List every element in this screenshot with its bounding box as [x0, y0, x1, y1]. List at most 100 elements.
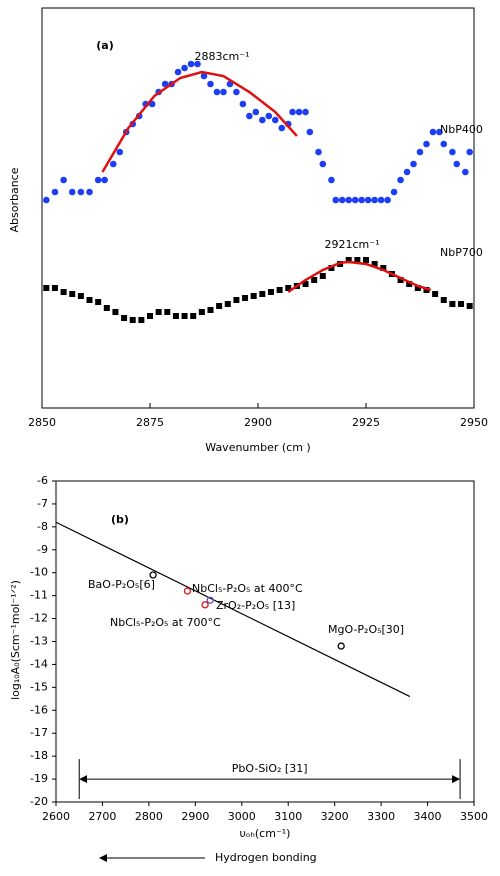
series-label: NbCl₅-P₂O₅ at 400°C	[192, 582, 303, 595]
point	[207, 307, 214, 313]
point	[103, 305, 110, 311]
point	[440, 297, 447, 303]
x-tick-label: 2950	[460, 416, 488, 429]
y-axis-label: Absorbance	[8, 167, 21, 232]
point	[466, 148, 473, 156]
point	[271, 116, 279, 124]
point	[77, 188, 85, 196]
point	[328, 176, 335, 184]
point	[337, 642, 345, 650]
point	[246, 112, 253, 120]
chart-title: (a)	[96, 39, 113, 52]
series-label: NbP400	[440, 123, 483, 136]
point	[328, 265, 335, 271]
y-tick-label: -8	[37, 520, 48, 533]
x-tick-label: 3200	[321, 810, 349, 823]
point	[224, 301, 231, 307]
series-label: NbCl₅-P₂O₅ at 700°C	[110, 616, 221, 629]
point	[164, 309, 171, 315]
point	[138, 317, 145, 323]
point	[183, 587, 192, 595]
point	[423, 287, 430, 293]
x-tick-label: 3500	[460, 810, 488, 823]
point	[397, 176, 404, 184]
x-tick-label: 2700	[88, 810, 116, 823]
point	[190, 313, 197, 319]
y-tick-label: -12	[30, 612, 48, 625]
point	[252, 108, 260, 116]
point	[121, 315, 128, 321]
series-label: NbP700	[440, 246, 483, 259]
point	[414, 285, 421, 291]
x-tick-label: 3300	[367, 810, 395, 823]
point	[43, 196, 50, 204]
point	[60, 289, 67, 295]
point	[285, 285, 292, 291]
point	[364, 196, 372, 204]
point	[51, 285, 58, 291]
point	[351, 196, 359, 204]
point	[345, 196, 353, 204]
point	[43, 285, 50, 291]
y-tick-label: -16	[30, 703, 48, 716]
x-tick-label: 2925	[352, 416, 380, 429]
point	[466, 303, 473, 309]
point	[289, 108, 296, 116]
point	[250, 293, 257, 299]
point	[149, 571, 157, 579]
y-tick-label: -18	[30, 749, 48, 762]
x-tick-label: 3100	[274, 810, 302, 823]
point	[198, 309, 205, 315]
x-tick-label: 3000	[228, 810, 256, 823]
point	[213, 88, 221, 96]
point	[77, 293, 84, 299]
chart-title: (b)	[111, 513, 129, 526]
point	[332, 196, 340, 204]
point	[94, 176, 102, 184]
point	[51, 188, 59, 196]
x-tick-label: 2900	[244, 416, 272, 429]
y-tick-label: -15	[30, 680, 48, 693]
point	[161, 80, 169, 88]
point	[302, 108, 309, 116]
point	[403, 168, 411, 176]
x-tick-label: 2800	[135, 810, 163, 823]
point	[220, 88, 227, 96]
point	[233, 297, 240, 303]
y-tick-label: -13	[30, 635, 48, 648]
y-tick-label: -6	[37, 474, 48, 487]
point	[371, 196, 378, 204]
point	[429, 128, 437, 136]
point	[242, 295, 249, 301]
point	[345, 257, 352, 263]
x-tick-label: 3400	[414, 810, 442, 823]
point	[397, 277, 404, 283]
footnote: Hydrogen bonding	[215, 851, 317, 864]
fit-line	[55, 521, 411, 698]
point	[216, 303, 223, 309]
point	[265, 112, 273, 120]
x-axis-label: υₒₕ(cm⁻¹)	[240, 827, 291, 840]
fit-line	[287, 260, 432, 294]
point	[259, 116, 266, 124]
point	[276, 287, 283, 293]
point	[384, 196, 391, 204]
point	[390, 188, 398, 196]
y-axis-label: log₁₀A₀(Scm⁻¹mol⁻¹ᐟ²)	[9, 580, 22, 700]
point	[377, 196, 385, 204]
point	[233, 88, 240, 96]
point	[201, 601, 209, 609]
point	[436, 128, 443, 136]
y-tick-label: -17	[30, 726, 48, 739]
series-label: MgO-P₂O₅[30]	[328, 623, 404, 636]
point	[187, 60, 195, 68]
point	[95, 299, 102, 305]
point	[302, 281, 309, 287]
point	[155, 309, 162, 315]
frame-a	[41, 7, 475, 409]
point	[86, 188, 93, 196]
series-label: 2883cm⁻¹	[195, 50, 250, 63]
point	[319, 273, 326, 279]
point	[406, 281, 413, 287]
point	[68, 188, 76, 196]
